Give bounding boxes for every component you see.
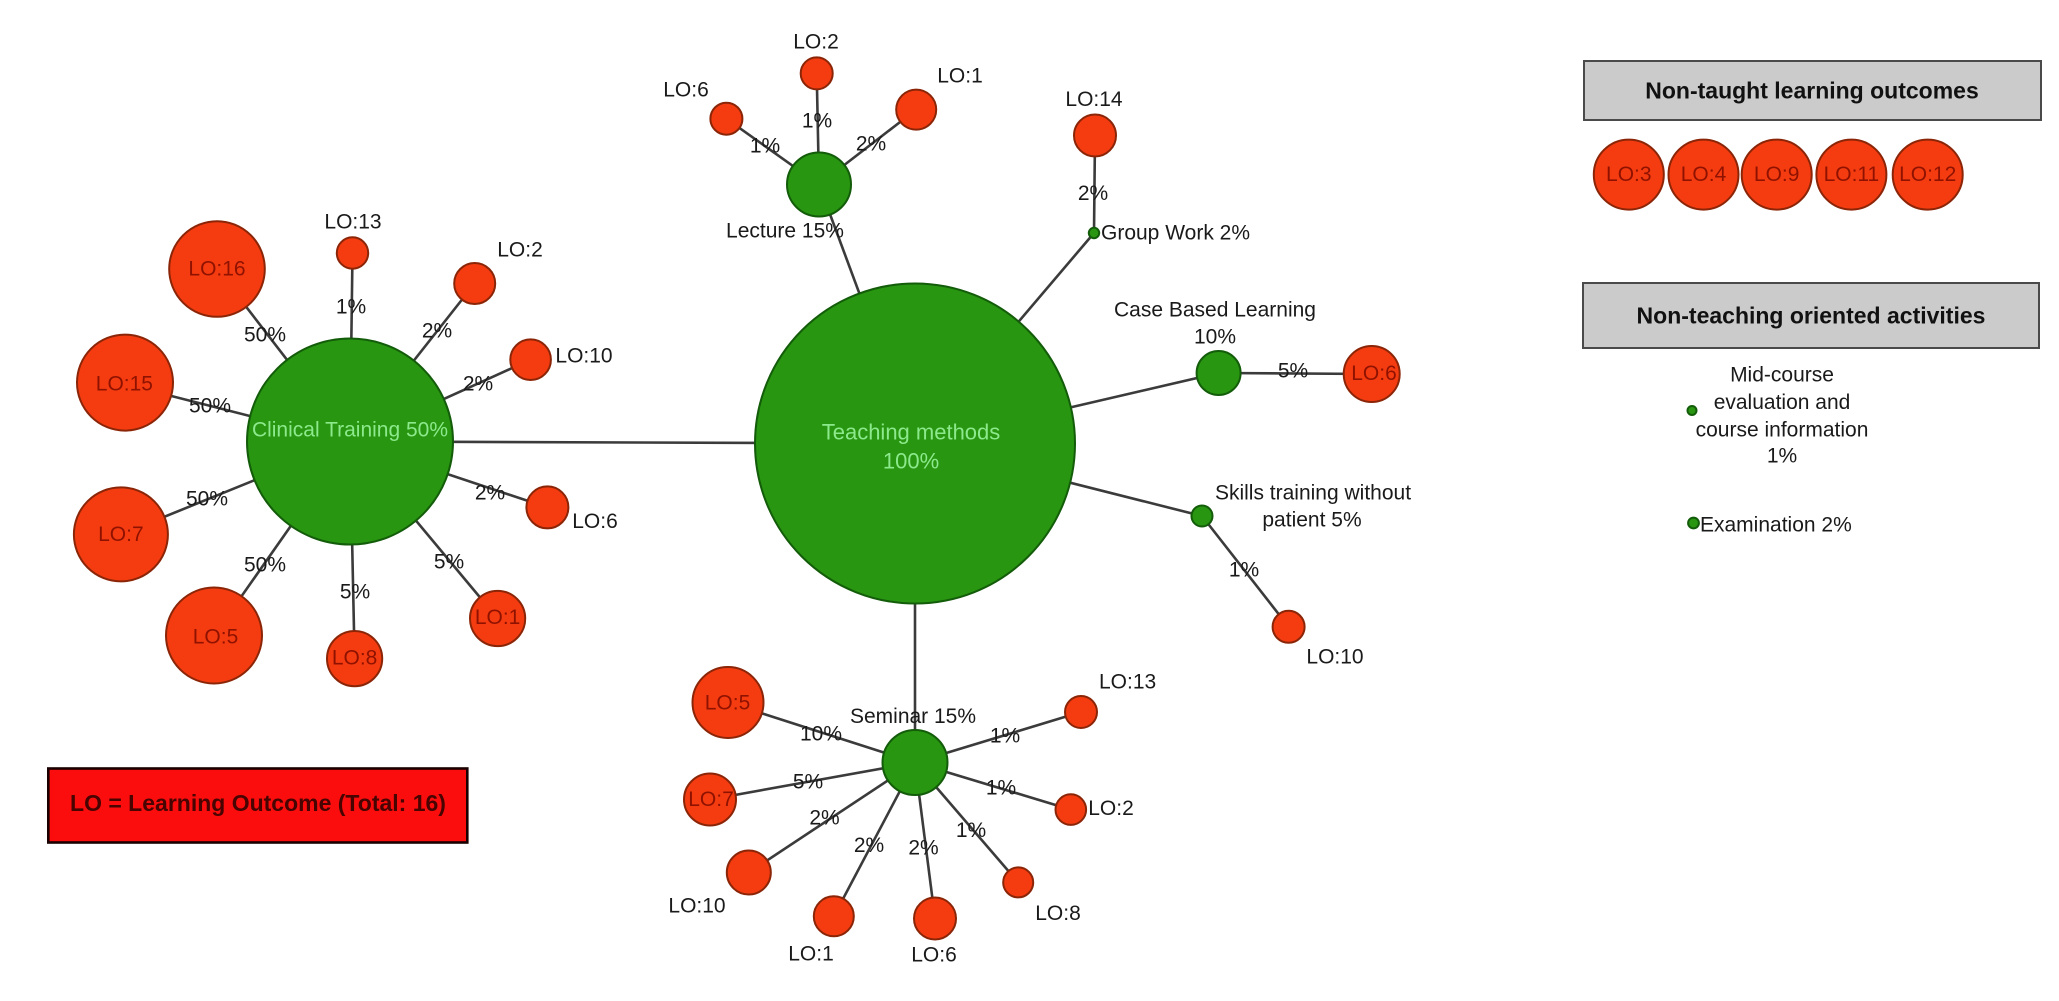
svg-text:2%: 2%	[463, 373, 493, 396]
svg-text:5%: 5%	[340, 581, 370, 604]
svg-text:50%: 50%	[186, 488, 228, 511]
svg-text:Examination 2%: Examination 2%	[1700, 514, 1852, 537]
svg-text:LO:15: LO:15	[96, 373, 153, 396]
svg-text:2%: 2%	[1078, 182, 1108, 205]
svg-text:10%: 10%	[1194, 326, 1236, 349]
svg-text:LO:1: LO:1	[788, 943, 834, 966]
svg-text:1%: 1%	[990, 725, 1020, 748]
svg-text:LO:4: LO:4	[1681, 163, 1727, 186]
svg-text:evaluation and: evaluation and	[1714, 391, 1851, 414]
svg-text:LO:2: LO:2	[497, 239, 543, 262]
svg-text:LO:9: LO:9	[1754, 163, 1800, 186]
svg-text:Mid-course: Mid-course	[1730, 364, 1834, 387]
svg-text:1%: 1%	[1767, 445, 1797, 468]
svg-text:Seminar 15%: Seminar 15%	[850, 705, 976, 728]
svg-text:2%: 2%	[475, 482, 505, 505]
svg-text:1%: 1%	[956, 819, 986, 842]
svg-text:2%: 2%	[856, 133, 886, 156]
svg-text:patient 5%: patient 5%	[1262, 509, 1361, 532]
svg-text:LO:6: LO:6	[663, 79, 709, 102]
svg-text:2%: 2%	[422, 320, 452, 343]
svg-text:LO:6: LO:6	[911, 944, 957, 967]
svg-text:1%: 1%	[750, 135, 780, 158]
svg-text:LO:16: LO:16	[188, 258, 245, 281]
svg-text:LO:1: LO:1	[937, 65, 983, 88]
svg-text:LO:5: LO:5	[193, 626, 239, 649]
svg-text:LO:7: LO:7	[98, 523, 144, 546]
svg-text:5%: 5%	[434, 551, 464, 574]
svg-text:LO:13: LO:13	[1099, 671, 1156, 694]
svg-text:10%: 10%	[800, 723, 842, 746]
svg-text:Skills training without: Skills training without	[1215, 482, 1411, 505]
svg-text:LO:5: LO:5	[705, 692, 751, 715]
svg-text:LO = Learning Outcome (Total:: LO = Learning Outcome (Total: 16)	[70, 790, 446, 816]
svg-text:Case Based Learning: Case Based Learning	[1114, 299, 1316, 322]
svg-text:1%: 1%	[986, 777, 1016, 800]
svg-text:LO:6: LO:6	[572, 510, 618, 533]
svg-text:50%: 50%	[244, 324, 286, 347]
svg-text:LO:12: LO:12	[1899, 163, 1956, 186]
svg-text:50%: 50%	[189, 395, 231, 418]
svg-text:2%: 2%	[854, 834, 884, 857]
svg-text:Non-taught learning outcomes: Non-taught learning outcomes	[1645, 78, 1979, 104]
svg-text:LO:14: LO:14	[1065, 88, 1123, 111]
svg-text:LO:8: LO:8	[332, 647, 378, 670]
svg-text:5%: 5%	[793, 771, 823, 794]
svg-text:1%: 1%	[336, 296, 366, 319]
svg-text:2%: 2%	[908, 837, 938, 860]
svg-text:Non-teaching oriented activiti: Non-teaching oriented activities	[1637, 303, 1986, 329]
svg-text:LO:2: LO:2	[1088, 797, 1134, 820]
svg-text:Clinical Training 50%: Clinical Training 50%	[252, 419, 448, 442]
svg-text:LO:10: LO:10	[668, 895, 725, 918]
svg-text:Group Work 2%: Group Work 2%	[1101, 222, 1250, 245]
svg-text:LO:10: LO:10	[555, 345, 612, 368]
svg-text:LO:8: LO:8	[1035, 902, 1081, 925]
svg-text:Lecture 15%: Lecture 15%	[726, 220, 844, 243]
svg-text:1%: 1%	[802, 110, 832, 133]
svg-text:100%: 100%	[883, 449, 939, 474]
svg-text:LO:10: LO:10	[1306, 646, 1363, 669]
svg-text:LO:6: LO:6	[1351, 362, 1397, 385]
svg-text:5%: 5%	[1278, 360, 1308, 383]
svg-text:LO:3: LO:3	[1606, 163, 1652, 186]
svg-text:LO:11: LO:11	[1824, 163, 1880, 186]
svg-text:Teaching methods: Teaching methods	[822, 420, 1001, 445]
svg-text:2%: 2%	[809, 807, 839, 830]
svg-text:1%: 1%	[1229, 559, 1259, 582]
svg-text:LO:1: LO:1	[475, 606, 521, 629]
svg-text:course information: course information	[1696, 419, 1869, 442]
svg-text:LO:13: LO:13	[324, 211, 381, 234]
svg-text:50%: 50%	[244, 554, 286, 577]
svg-text:LO:2: LO:2	[793, 31, 839, 54]
svg-text:LO:7: LO:7	[688, 788, 734, 811]
